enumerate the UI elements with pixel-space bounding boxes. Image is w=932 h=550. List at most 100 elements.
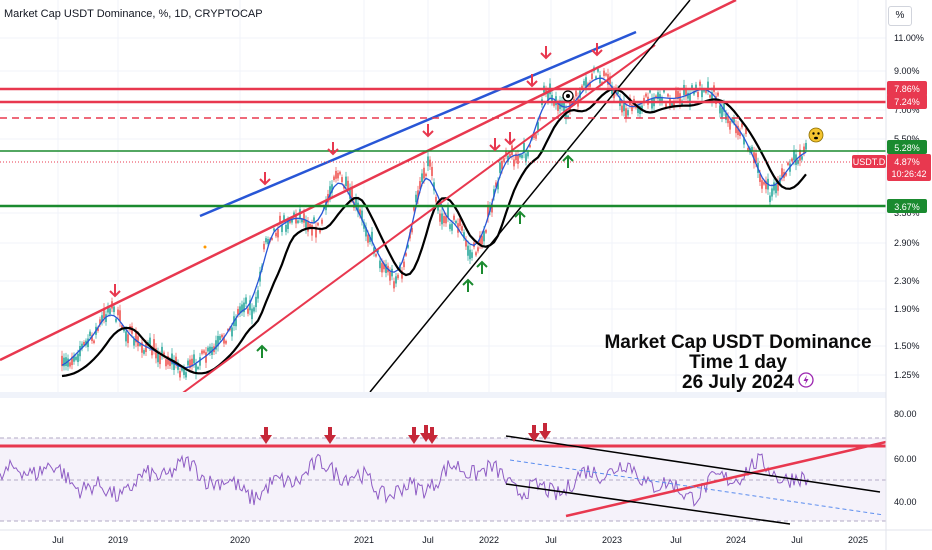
candle-body (255, 296, 257, 308)
candle-body (791, 158, 793, 162)
rsi-down-arrow-icon (426, 427, 438, 444)
candle-body (545, 88, 547, 95)
candle-body (317, 223, 319, 226)
candle-body (585, 77, 587, 88)
candle-body (609, 76, 611, 85)
candle-body (765, 180, 767, 190)
candle-body (195, 363, 197, 375)
down-arrow-icon (526, 74, 538, 88)
candle-body (711, 92, 713, 102)
candle-body (163, 352, 165, 357)
candle-body (527, 151, 529, 157)
candle-body (237, 309, 239, 315)
candle-body (225, 340, 227, 344)
rsi-down-arrow-icon (324, 427, 336, 444)
candle-body (313, 217, 315, 222)
time-tick-label: 2024 (726, 535, 746, 545)
up-arrow-icon (514, 210, 526, 224)
candle-body (481, 235, 483, 245)
candle-body (425, 173, 427, 177)
candle-body (477, 247, 479, 252)
down-arrow-icon (489, 138, 501, 152)
candle-body (737, 125, 739, 136)
candle-body (693, 91, 695, 95)
candle-body (781, 168, 783, 177)
unit-selector[interactable]: % (888, 6, 912, 26)
svg-text:4.87%: 4.87% (894, 157, 920, 167)
candle-body (141, 342, 143, 353)
price-axis-ticks: 11.00%9.00%7.00%5.50%3.50%2.90%2.30%1.90… (894, 33, 924, 380)
time-tick-label: 2025 (848, 535, 868, 545)
candle-body (201, 350, 203, 354)
time-axis-ticks: Jul 2019 2020 2021 Jul 2022 Jul 2023 Jul 2024 Jul 2… (52, 535, 868, 545)
candle-body (415, 194, 417, 203)
candle-body (403, 261, 405, 268)
chart-title: Market Cap USDT Dominance, %, 1D, CRYPTO… (4, 8, 263, 20)
candle-body (705, 89, 707, 93)
candle-body (287, 220, 289, 230)
candle-body (799, 149, 801, 161)
down-arrow-icon (109, 284, 121, 298)
candle-body (743, 137, 745, 145)
candle-body (281, 224, 283, 233)
price-tick-label: 1.50% (894, 341, 920, 351)
candle-body (67, 358, 69, 367)
candle-body (103, 308, 105, 319)
candle-body (721, 107, 723, 118)
candle-body (639, 105, 641, 115)
candle-body (331, 184, 333, 193)
rsi-tick-label: 40.00 (894, 497, 917, 507)
candle-body (381, 263, 383, 273)
candle-body (311, 224, 313, 236)
candle-body (389, 271, 391, 281)
candle-body (589, 82, 591, 87)
annotation-line-2: Time 1 day (689, 352, 787, 373)
candle-body (443, 215, 445, 224)
candle-body (677, 91, 679, 100)
candle-body (675, 90, 677, 99)
candle-body (301, 219, 303, 223)
candle-body (157, 352, 159, 363)
candle-body (361, 210, 363, 221)
candle-body (365, 227, 367, 237)
candle-body (485, 230, 487, 233)
moving-averages (61, 77, 807, 378)
candle-body (307, 221, 309, 232)
candle-body (533, 134, 535, 139)
candle-body (637, 105, 639, 113)
candle-body (83, 341, 85, 346)
time-tick-label: 2019 (108, 535, 128, 545)
lower-red-trendline (179, 44, 656, 396)
candle-body (371, 231, 373, 242)
candle-body (709, 95, 711, 98)
candle-body (341, 177, 343, 183)
candle-body (61, 355, 63, 367)
candle-body (193, 354, 195, 364)
slow-ma-line (61, 87, 807, 378)
candle-body (439, 213, 441, 222)
candle-body (203, 350, 205, 354)
candle-body (97, 327, 99, 331)
candle-body (391, 268, 393, 277)
candle-body (739, 130, 741, 137)
candle-body (643, 97, 645, 104)
candle-body (459, 218, 461, 227)
candle-body (751, 146, 753, 151)
candle-body (553, 102, 555, 106)
up-arrow-icon (476, 260, 488, 274)
candle-body (537, 122, 539, 131)
svg-text:USDT.D: USDT.D (853, 157, 886, 167)
candle-body (215, 340, 217, 350)
candle-body (263, 243, 265, 250)
candle-body (641, 105, 643, 112)
blue-trendline (199, 30, 637, 218)
candle-body (627, 110, 629, 116)
time-tick-label: Jul (422, 535, 434, 545)
candle-body (321, 219, 323, 224)
candle-body (421, 173, 423, 183)
candle-body (249, 300, 251, 311)
candle-body (655, 95, 657, 99)
candle-body (303, 213, 305, 223)
black-trendline (369, 0, 691, 393)
candle-body (509, 154, 511, 158)
